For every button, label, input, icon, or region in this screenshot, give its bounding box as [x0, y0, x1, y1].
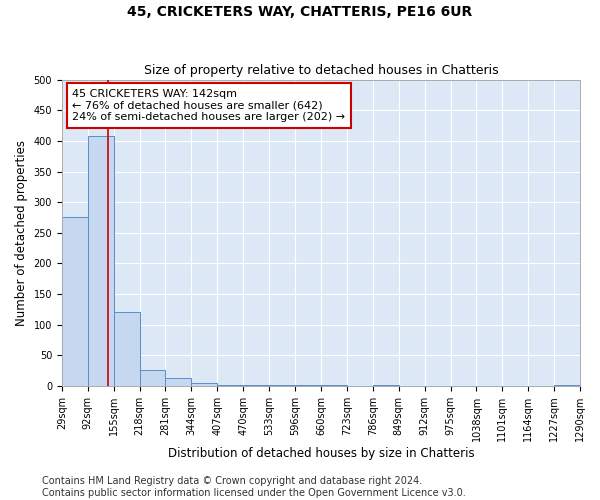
- Bar: [88, 136, 113, 386]
- Text: Contains HM Land Registry data © Crown copyright and database right 2024.
Contai: Contains HM Land Registry data © Crown c…: [42, 476, 466, 498]
- Bar: [191, 383, 217, 386]
- Bar: [217, 385, 243, 386]
- Bar: [62, 218, 88, 386]
- X-axis label: Distribution of detached houses by size in Chatteris: Distribution of detached houses by size …: [167, 447, 474, 460]
- Bar: [113, 312, 140, 386]
- Text: 45 CRICKETERS WAY: 142sqm
← 76% of detached houses are smaller (642)
24% of semi: 45 CRICKETERS WAY: 142sqm ← 76% of detac…: [72, 89, 346, 122]
- Bar: [166, 378, 191, 386]
- Bar: [140, 370, 166, 386]
- Text: 45, CRICKETERS WAY, CHATTERIS, PE16 6UR: 45, CRICKETERS WAY, CHATTERIS, PE16 6UR: [127, 5, 473, 19]
- Title: Size of property relative to detached houses in Chatteris: Size of property relative to detached ho…: [143, 64, 498, 77]
- Y-axis label: Number of detached properties: Number of detached properties: [15, 140, 28, 326]
